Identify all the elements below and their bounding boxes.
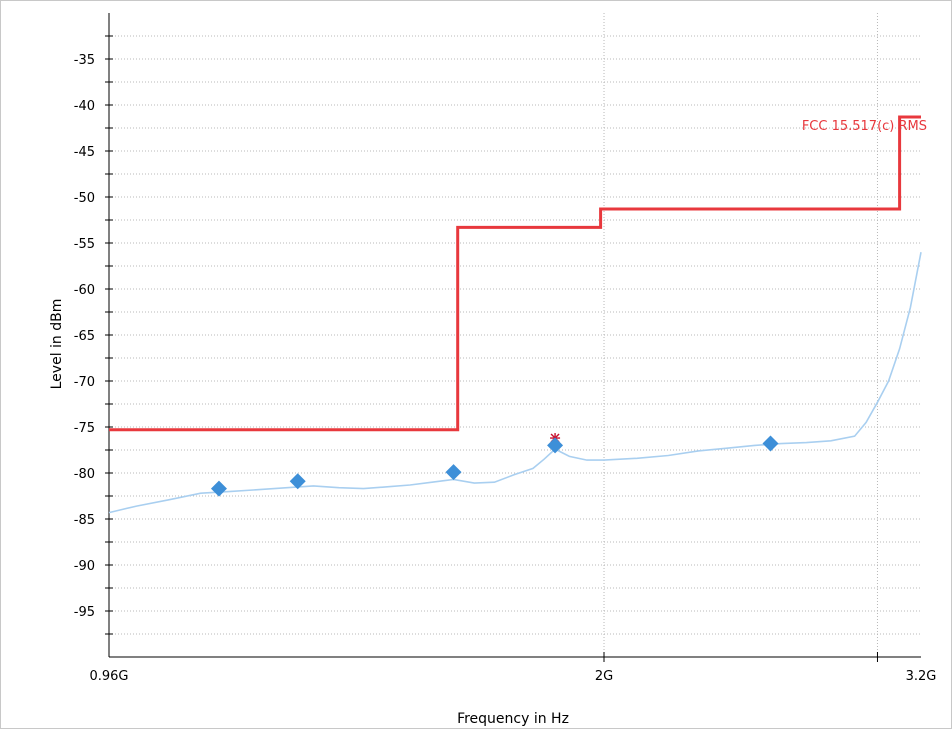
x-tick-label: 3.2G: [906, 669, 937, 684]
grid-lines: [109, 13, 921, 657]
y-tick-label: -80: [74, 467, 95, 482]
y-tick-label: -85: [74, 513, 95, 528]
y-tick-label: -35: [74, 53, 95, 68]
measurement-marker: [445, 464, 462, 481]
tick-labels: -35 -40 -45 -50 -55 -60 -65 -70 -75 -80 -85 -90 -95 0…: [74, 53, 937, 684]
y-tick-label: -95: [74, 605, 95, 620]
measurement-marker: [762, 435, 779, 452]
y-tick-label: -60: [74, 283, 95, 298]
measurement-marker: [210, 480, 227, 497]
x-axis-title: Frequency in Hz: [457, 711, 569, 727]
axes: [105, 13, 921, 662]
x-tick-label: 2G: [595, 669, 613, 684]
y-tick-label: -40: [74, 99, 95, 114]
y-tick-label: -75: [74, 421, 95, 436]
x-tick-label: 0.96G: [89, 669, 128, 684]
y-tick-label: -45: [74, 145, 95, 160]
y-tick-label: -50: [74, 191, 95, 206]
measurement-marker: [289, 473, 306, 490]
y-tick-label: -65: [74, 329, 95, 344]
limit-line: [109, 115, 921, 432]
measurement-marker: [547, 437, 564, 454]
limit-line-label: FCC 15.517(c) RMS: [802, 119, 927, 134]
measurement-trace: [108, 252, 922, 514]
y-axis-title: Level in dBm: [49, 299, 65, 390]
y-tick-label: -70: [74, 375, 95, 390]
series-layer: [108, 115, 922, 514]
y-tick-label: -55: [74, 237, 95, 252]
y-tick-label: -90: [74, 559, 95, 574]
